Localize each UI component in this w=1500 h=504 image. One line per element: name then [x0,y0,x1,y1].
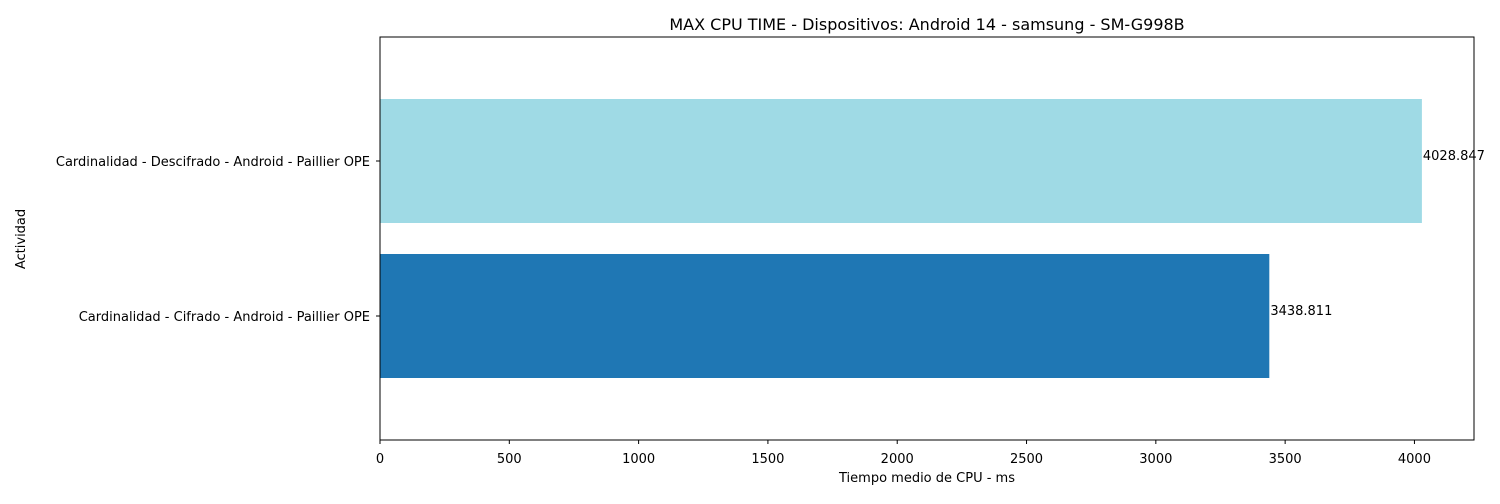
plot-frame [379,36,1475,441]
x-tick-label-7: 3000 [1139,452,1172,467]
bar-value-label-2: 3438.811 [1270,304,1332,319]
x-axis-label: Tiempo medio de CPU - ms [838,471,1015,486]
bar-1 [380,99,1422,223]
x-tick-label-8: 3500 [1269,452,1302,467]
bar-2 [380,254,1270,378]
x-tick-label-1: 0 [376,452,384,467]
x-axis-ticks: 0 500 1000 1500 2000 2500 3000 3500 4000 [376,440,1431,467]
x-tick-label-6: 2500 [1010,452,1043,467]
y-axis-label: Actividad [14,209,29,269]
x-tick-label-4: 1500 [751,452,784,467]
x-tick-label-2: 500 [497,452,522,467]
x-tick-label-9: 4000 [1398,452,1431,467]
y-tick-label-1: Cardinalidad - Descifrado - Android - Pa… [56,155,370,170]
bar-value-label-1: 4028.847 [1423,149,1485,164]
data-labels: 4028.847 3438.811 [1270,149,1485,319]
y-tick-label-2: Cardinalidad - Cifrado - Android - Paill… [79,310,370,325]
chart-title: MAX CPU TIME - Dispositivos: Android 14 … [669,15,1184,34]
x-tick-label-3: 1000 [622,452,655,467]
x-tick-label-5: 2000 [881,452,914,467]
bars-layer [380,99,1422,378]
y-axis-ticks: Cardinalidad - Descifrado - Android - Pa… [56,155,380,325]
